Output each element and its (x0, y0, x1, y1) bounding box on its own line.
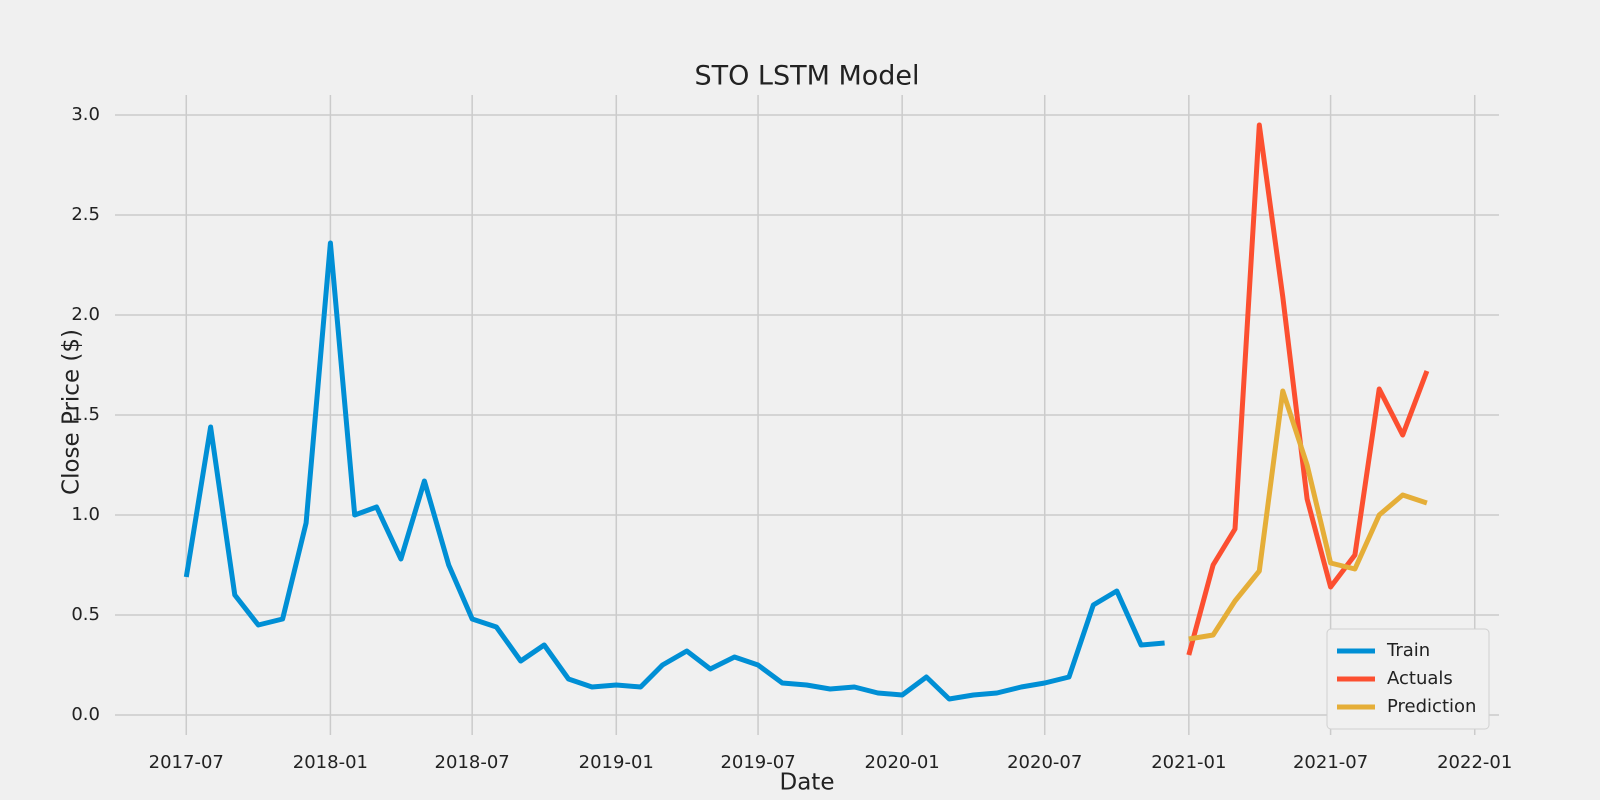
y-tick-label: 2.5 (71, 204, 100, 225)
legend: Train Actuals Prediction (1326, 628, 1490, 730)
y-tick-label: 3.0 (71, 104, 100, 125)
y-tick-label: 1.5 (71, 404, 100, 425)
legend-label: Train (1386, 640, 1430, 661)
x-axis-label: Date (780, 770, 835, 796)
x-tick-label: 2020-07 (1007, 752, 1082, 773)
x-tick-label: 2022-01 (1437, 752, 1512, 773)
legend-box (1326, 628, 1490, 730)
y-tick-label: 0.5 (71, 604, 100, 625)
y-tick-label: 0.0 (71, 704, 100, 725)
x-tick-label: 2021-07 (1293, 752, 1368, 773)
x-tick-label: 2020-01 (865, 752, 940, 773)
series-line (1188, 388, 1428, 642)
x-tick-label: 2019-07 (720, 752, 795, 773)
x-tick-label: 2018-07 (435, 752, 510, 773)
series-line (1186, 122, 1430, 656)
x-tick-label: 2018-01 (293, 752, 368, 773)
y-tick-label: 2.0 (71, 304, 100, 325)
chart-title: STO LSTM Model (694, 61, 919, 92)
series-line (183, 240, 1165, 702)
y-axis-label: Close Price ($) (59, 329, 85, 495)
legend-label: Prediction (1387, 696, 1476, 717)
x-tick-label: 2017-07 (149, 752, 224, 773)
x-tick-label: 2019-01 (579, 752, 654, 773)
legend-label: Actuals (1387, 668, 1453, 689)
x-tick-label: 2021-01 (1151, 752, 1226, 773)
y-tick-label: 1.0 (71, 504, 100, 525)
